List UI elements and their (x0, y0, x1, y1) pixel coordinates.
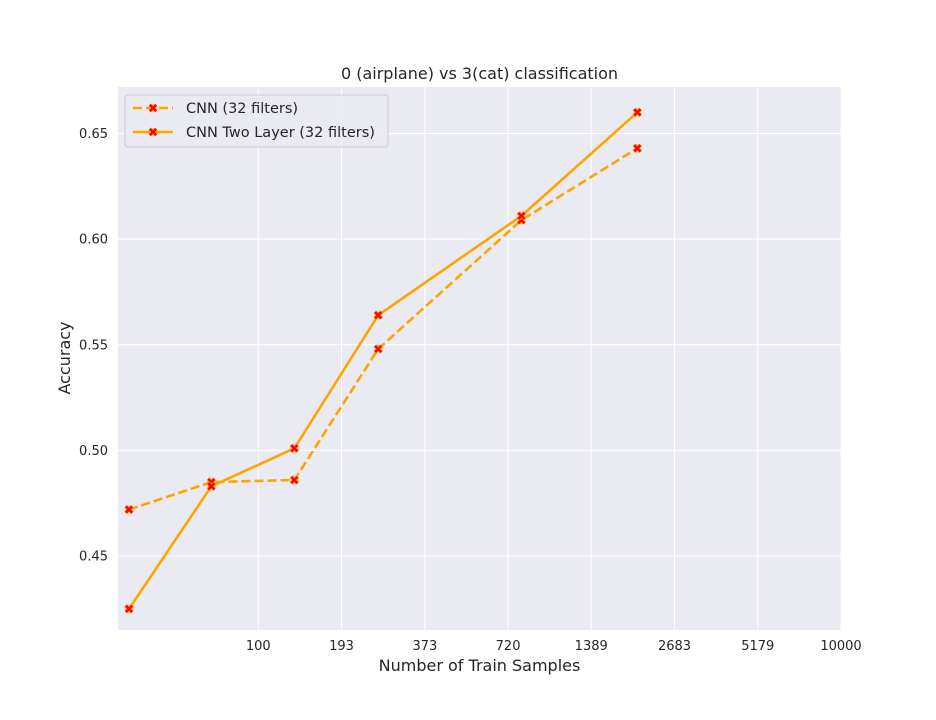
data-point (289, 475, 300, 485)
data-point (124, 604, 134, 614)
x-tick-label: 373 (412, 639, 437, 654)
data-point (632, 107, 643, 118)
y-tick-label: 0.50 (79, 444, 108, 459)
x-tick-label: 2683 (658, 639, 691, 654)
data-point (632, 143, 643, 153)
series-line-1 (128, 147, 639, 511)
plot-background (118, 87, 841, 630)
x-axis-title: Number of Train Samples (379, 656, 581, 675)
data-point (373, 310, 383, 320)
legend-marker-2 (148, 127, 158, 137)
legend-box (124, 94, 389, 148)
y-axis-ticks: 0.45 0.50 0.55 0.60 0.65 (79, 127, 108, 565)
y-tick-label: 0.65 (79, 127, 108, 142)
data-point (206, 481, 217, 492)
grid (118, 87, 842, 630)
legend-label-2: CNN Two Layer (32 filters) (186, 125, 375, 141)
data-point (124, 504, 134, 515)
series (124, 107, 643, 614)
y-axis-title: Accuracy (55, 321, 74, 394)
legend-label-1: CNN (32 filters) (186, 101, 298, 117)
data-point (516, 211, 527, 221)
data-point (373, 344, 383, 354)
legend: CNN (32 filters) CNN Two Layer (32 filter… (124, 94, 389, 148)
legend-marker-1 (148, 103, 158, 113)
y-tick-label: 0.45 (79, 550, 108, 565)
chart-title: 0 (airplane) vs 3(cat) classification (341, 64, 618, 83)
x-tick-label: 193 (329, 639, 354, 654)
y-tick-label: 0.60 (79, 233, 108, 248)
x-tick-label: 10000 (820, 639, 861, 654)
x-tick-label: 100 (246, 639, 271, 654)
series-line-2 (127, 111, 639, 610)
x-tick-label: 5179 (741, 639, 774, 654)
x-tick-label: 1389 (575, 639, 608, 654)
x-tick-label: 720 (496, 639, 521, 654)
data-point (289, 443, 300, 453)
x-axis-ticks: 100 193 373 720 1389 2683 5179 10000 (246, 639, 862, 654)
y-tick-label: 0.55 (79, 338, 108, 353)
